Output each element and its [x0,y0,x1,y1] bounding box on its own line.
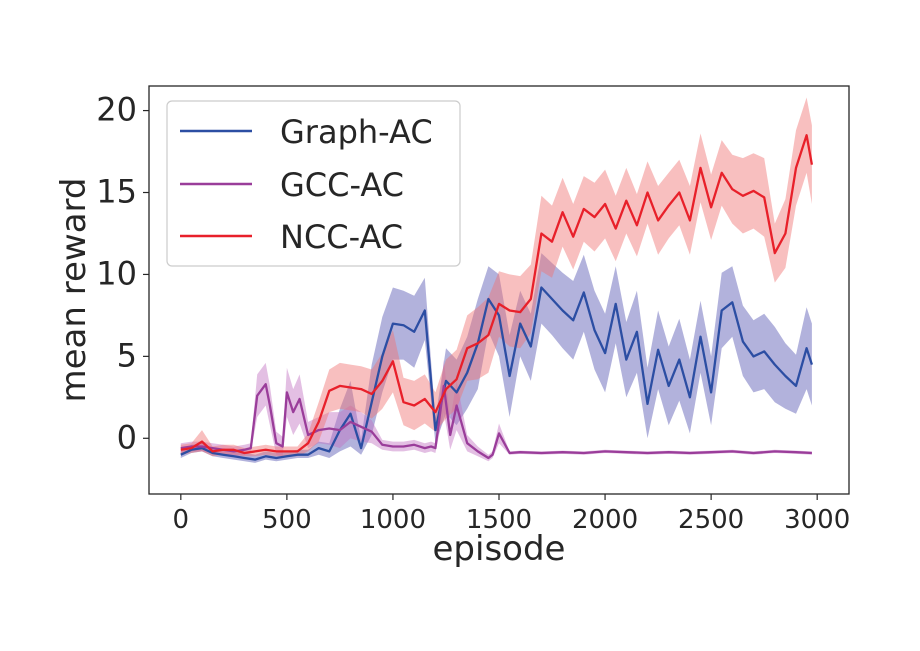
series-lines [180,134,814,461]
x-tick-label: 1500 [466,505,532,535]
x-axis-label: episode [433,529,566,569]
legend: Graph-AC GCC-AC NCC-AC [166,100,461,267]
y-axis-label: mean reward [54,178,94,403]
legend-box [166,100,461,267]
x-tick-label: 1000 [360,505,426,535]
y-axis-ticks: 0 5 10 15 20 [96,91,149,456]
x-axis-ticks: 0 500 1000 1500 2000 2500 3000 [173,494,850,535]
band-ncc-ac [180,97,812,457]
confidence-bands [180,97,812,463]
y-tick-label: 10 [96,254,137,292]
line-graph-ac [180,286,813,461]
legend-label-gcc-ac: GCC-AC [280,166,404,204]
legend-label-ncc-ac: NCC-AC [280,218,403,256]
line-gcc-ac [180,383,812,460]
band-gcc-ac [180,359,812,462]
x-tick-label: 0 [173,505,190,535]
x-tick-label: 3000 [784,505,850,535]
band-graph-ac [180,253,812,463]
y-tick-label: 20 [96,91,137,129]
legend-label-graph-ac: Graph-AC [280,113,433,151]
y-tick-label: 5 [117,336,137,374]
x-tick-label: 2000 [572,505,638,535]
y-tick-label: 15 [96,173,137,211]
x-tick-label: 2500 [678,505,744,535]
y-tick-label: 0 [117,418,137,456]
line-ncc-ac [180,134,814,455]
x-tick-label: 500 [262,505,312,535]
